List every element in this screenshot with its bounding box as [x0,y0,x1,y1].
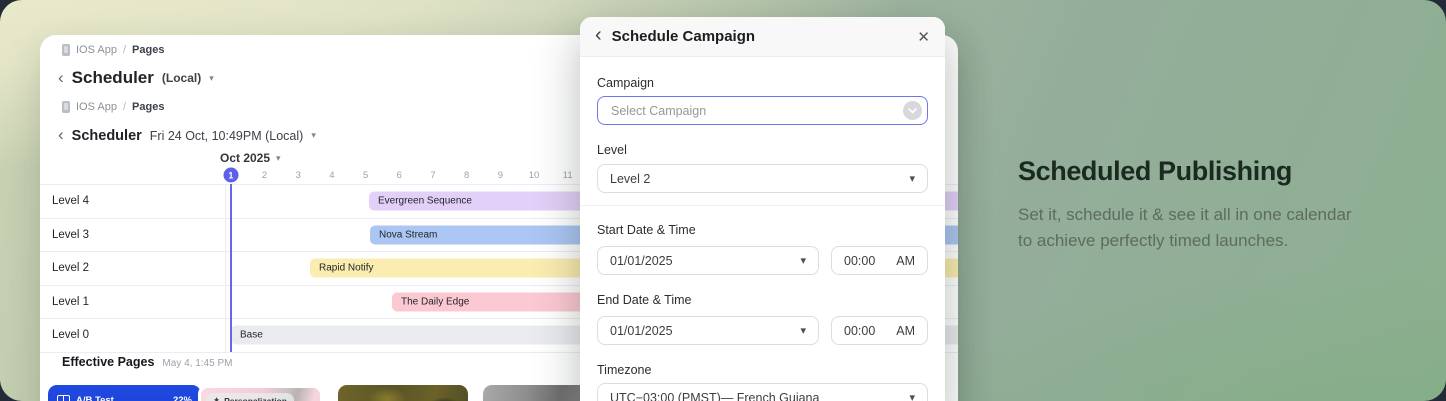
start-time-value: 00:00 [844,253,876,268]
breadcrumb-separator: / [122,44,127,56]
timeline-day[interactable]: 7 [430,169,436,181]
end-date-select[interactable]: 01/01/2025 ▾ [597,316,819,345]
breadcrumb-separator: / [122,101,127,113]
mobile-app-icon [62,101,70,113]
timeline-day-header: 1 2 3 4 5 6 7 8 9 10 11 [214,167,585,183]
promo-section: Scheduled Publishing Set it, schedule it… [1018,156,1398,255]
chevron-down-icon: ▾ [800,255,806,267]
page-title: Scheduler [71,127,142,144]
row-label: Level 2 [40,252,226,285]
timeline-day[interactable]: 5 [362,169,369,181]
chevron-down-icon: ▾ [276,152,281,163]
breadcrumb-app[interactable]: IOS App [76,44,117,56]
breadcrumb: IOS App / Pages [62,44,164,56]
timeline-month-selector[interactable]: Oct 2025 ▾ [220,151,281,165]
back-icon[interactable]: ‹ [58,125,64,144]
split-test-icon [57,394,70,401]
breadcrumb-pages[interactable]: Pages [132,44,165,56]
page-card-thumbnail[interactable] [338,385,468,401]
timeline-day[interactable]: 9 [497,169,503,181]
timeline-bar-the-daily-edge[interactable]: The Daily Edge [392,292,596,312]
effective-pages-list: A/B Test 22% ✦ Personalization [40,385,958,401]
timeline-day[interactable]: 3 [295,169,301,181]
timeline-day[interactable]: 2 [261,169,268,181]
row-label: Level 1 [40,285,226,318]
chevron-down-icon[interactable]: ▾ [311,130,316,140]
timeline-day[interactable]: 10 [528,169,540,181]
level-value: Level 2 [610,171,651,186]
end-datetime-label: End Date & Time [597,293,692,307]
timeline-day[interactable]: 6 [396,169,402,181]
mobile-app-icon [62,44,70,56]
timezone-value: UTC−03:00 (PMST)— French Guiana [610,390,820,401]
sparkle-icon: ✦ [213,395,221,401]
start-date-value: 01/01/2025 [610,253,673,268]
chevron-down-icon: ▾ [800,325,806,337]
current-time-line [230,184,232,352]
page-title-date: Fri 24 Oct, 10:49PM (Local) [149,128,304,143]
campaign-select-input[interactable] [609,102,903,119]
breadcrumb-app[interactable]: IOS App [76,101,117,113]
chevron-down-icon[interactable]: ▾ [209,72,214,83]
end-meridiem[interactable]: AM [896,323,915,338]
effective-pages-title: Effective Pages [62,355,155,369]
effective-pages-header: Effective Pages May 4, 1:45 PM [62,355,232,369]
close-icon[interactable]: ✕ [917,28,930,46]
page-card-personalization[interactable]: ✦ Personalization [198,385,323,401]
end-date-value: 01/01/2025 [610,323,673,338]
divider [580,205,945,206]
page-title-dated: ‹ Scheduler Fri 24 Oct, 10:49PM (Local) … [58,125,316,144]
effective-pages-timestamp: May 4, 1:45 PM [162,358,233,369]
timeline-day[interactable]: 8 [464,169,470,181]
breadcrumb-secondary: IOS App / Pages [62,101,164,113]
page-title-suffix: (Local) [161,71,202,85]
timeline-day[interactable]: 4 [329,169,335,181]
chevron-down-circle-icon[interactable] [903,101,922,120]
page-title: Scheduler [71,68,154,87]
back-icon[interactable]: ‹ [58,67,64,87]
modal-body: Campaign Level Level 2 ▾ Start Date & Ti… [580,76,945,401]
start-date-select[interactable]: 01/01/2025 ▾ [597,246,819,275]
personalization-label: Personalization [224,395,287,401]
ab-test-label: A/B Test [76,394,114,401]
month-label: Oct 2025 [220,151,271,165]
level-select[interactable]: Level 2 ▾ [597,164,928,193]
page-title-local: ‹ Scheduler (Local) ▾ [58,68,214,88]
level-label: Level [597,143,627,157]
page-card-ab-test[interactable]: A/B Test 22% [48,385,201,401]
timeline-day[interactable]: 11 [562,169,573,181]
timezone-select[interactable]: UTC−03:00 (PMST)— French Guiana ▾ [597,383,928,401]
start-time-input[interactable]: 00:00 AM [831,246,928,275]
row-label: Level 3 [40,218,226,251]
schedule-campaign-modal: ‹ Schedule Campaign ✕ Campaign Level Lev… [580,17,945,401]
end-time-input[interactable]: 00:00 AM [831,316,928,345]
active-day-badge: 1 [223,167,239,183]
ab-test-percentage: 22% [172,394,192,401]
modal-header: ‹ Schedule Campaign ✕ [580,17,945,57]
start-meridiem[interactable]: AM [896,253,915,268]
start-datetime-label: Start Date & Time [597,223,696,237]
row-label: Level 0 [40,319,226,352]
promo-body: Set it, schedule it & see it all in one … [1018,205,1352,251]
page-thumbnail: ✦ Personalization [201,388,320,401]
end-time-value: 00:00 [844,323,876,338]
row-label: Level 4 [40,185,226,218]
campaign-label: Campaign [597,76,654,90]
timezone-label: Timezone [597,363,652,377]
campaign-select[interactable] [597,96,928,125]
chevron-down-icon: ▾ [909,392,915,401]
breadcrumb-pages[interactable]: Pages [132,101,165,113]
back-icon[interactable]: ‹ [595,23,602,46]
modal-title: Schedule Campaign [611,28,756,45]
chevron-down-icon: ▾ [909,173,915,185]
promo-heading: Scheduled Publishing [1018,156,1293,186]
timeline-day-active[interactable]: 1 [214,167,248,183]
